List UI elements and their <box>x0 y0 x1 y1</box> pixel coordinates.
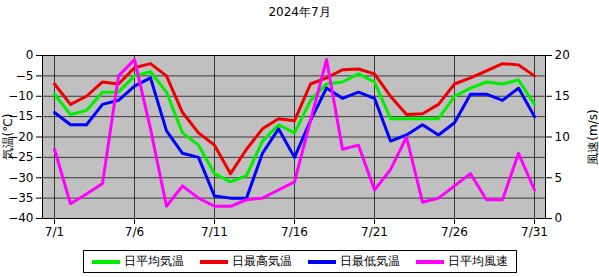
svg-text:15: 15 <box>555 89 570 103</box>
svg-text:7/31: 7/31 <box>521 225 548 239</box>
svg-text:−25: −25 <box>8 150 34 165</box>
svg-text:7/11: 7/11 <box>201 225 228 239</box>
html-text:日最高気温: 日最高気温 <box>231 254 292 268</box>
svg-text:7/21: 7/21 <box>361 225 388 239</box>
svg-text:気温(℃): 気温(℃) <box>1 114 15 161</box>
svg-text:−5: −5 <box>16 69 34 83</box>
html-text:日平均気温: 日平均気温 <box>123 254 184 268</box>
html-text:2024年7月: 2024年7月 <box>268 5 331 19</box>
svg-text:7/16: 7/16 <box>281 225 308 239</box>
svg-text:7/26: 7/26 <box>441 225 468 239</box>
svg-text:7/6: 7/6 <box>125 225 144 239</box>
svg-text:5: 5 <box>555 171 563 185</box>
svg-text:10: 10 <box>555 130 570 144</box>
svg-text:20: 20 <box>555 48 570 62</box>
svg-text:風速(m/s): 風速(m/s) <box>586 109 599 164</box>
svg-text:−15: −15 <box>8 109 34 124</box>
svg-text:−40: −40 <box>8 211 33 225</box>
svg-text:−20: −20 <box>8 129 34 144</box>
html-text:日最低気温: 日最低気温 <box>339 254 400 268</box>
svg-text:0: 0 <box>26 48 34 62</box>
svg-text:7/1: 7/1 <box>45 225 64 239</box>
svg-text:−10: −10 <box>8 89 33 103</box>
svg-text:−30: −30 <box>8 171 33 185</box>
html-text:日平均風速: 日平均風速 <box>447 254 508 268</box>
svg-text:−35: −35 <box>8 191 33 205</box>
svg-text:0: 0 <box>555 211 563 225</box>
